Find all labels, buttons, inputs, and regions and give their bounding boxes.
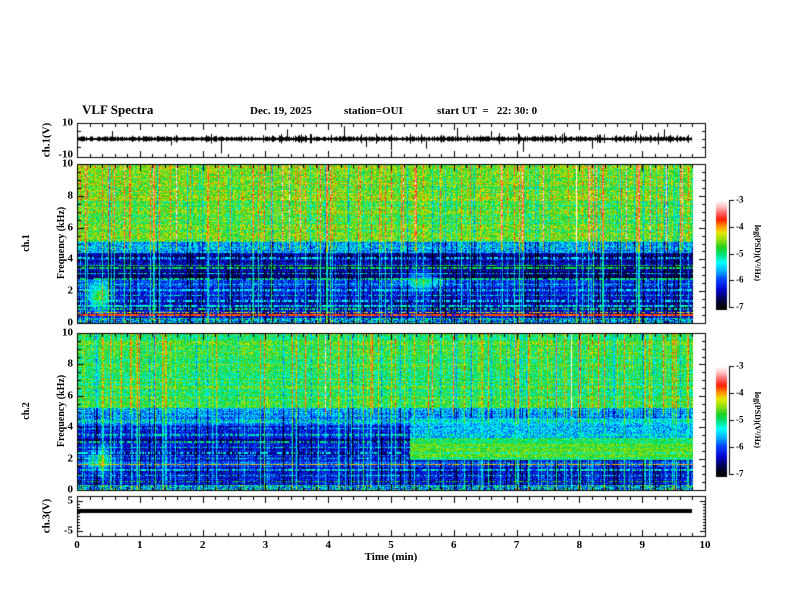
- ylabel-spec2-channel: ch.2: [21, 402, 32, 420]
- tick-label: 0: [67, 316, 74, 329]
- tick-label: 4: [325, 539, 331, 551]
- tick-label: -7: [736, 468, 744, 479]
- tick-label: -3: [736, 194, 744, 205]
- header-start-ut: start UT = 22: 30: 0: [437, 105, 538, 117]
- tick-label: 3: [262, 539, 269, 551]
- ylabel-ch3-volts: ch.3(V): [40, 498, 53, 534]
- tick-label: 0: [67, 483, 74, 496]
- ylabel-spec1-axis: Frequency (kHz): [55, 206, 67, 280]
- tick-label: -6: [736, 274, 744, 285]
- tick-label: -4: [736, 387, 744, 398]
- tick-label: -5: [63, 524, 73, 537]
- ylabel-spec2-axis: Frequency (kHz): [55, 374, 67, 448]
- tick-label: 7: [513, 539, 520, 551]
- ylabel-spec2: ch.2 Frequency (kHz): [0, 375, 90, 447]
- tick-label: 10: [62, 157, 73, 170]
- tick-label: -5: [736, 248, 744, 258]
- tick-label: 5: [67, 494, 74, 507]
- tick-label: 1: [137, 539, 143, 551]
- colorbar1-label: log(PSD)(V²/Hz): [753, 224, 762, 282]
- header-date: Dec. 19, 2025: [250, 105, 312, 117]
- tick-label: 0: [74, 539, 80, 551]
- xaxis-title: Time (min): [364, 551, 418, 563]
- tick-label: 8: [67, 189, 74, 202]
- tick-label: 10: [62, 326, 73, 339]
- tick-label: 6: [451, 539, 457, 551]
- tick-label: 2: [67, 284, 74, 297]
- tick-label: -6: [736, 441, 744, 452]
- ylabel-ch1-volts: ch.1(V): [40, 122, 53, 158]
- tick-label: 6: [67, 221, 74, 234]
- tick-label: 8: [67, 357, 74, 370]
- ylabel-spec1: ch.1 Frequency (kHz): [0, 207, 90, 279]
- tick-label: -7: [736, 301, 744, 312]
- tick-label: 2: [199, 539, 206, 551]
- tick-label: 4: [67, 420, 74, 433]
- tick-label: 4: [67, 252, 74, 265]
- colorbar2-label: log(PSD)(V²/Hz): [753, 391, 762, 449]
- tick-label: -5: [736, 414, 744, 425]
- tick-label: 2: [67, 452, 74, 465]
- tick-label: 10: [699, 539, 711, 551]
- tick-label: 10: [62, 116, 73, 129]
- ylabel-spec1-channel: ch.1: [21, 234, 32, 252]
- tick-label: -10: [58, 148, 73, 161]
- figure-title: VLF Spectra: [82, 102, 154, 117]
- header-station: station=OUI: [344, 105, 403, 117]
- tick-label: 6: [67, 389, 74, 402]
- tick-label: 9: [639, 539, 645, 551]
- tick-label: 5: [388, 539, 394, 551]
- tick-label: 8: [576, 539, 583, 551]
- tick-label: -3: [736, 360, 744, 371]
- tick-label: -4: [736, 221, 744, 232]
